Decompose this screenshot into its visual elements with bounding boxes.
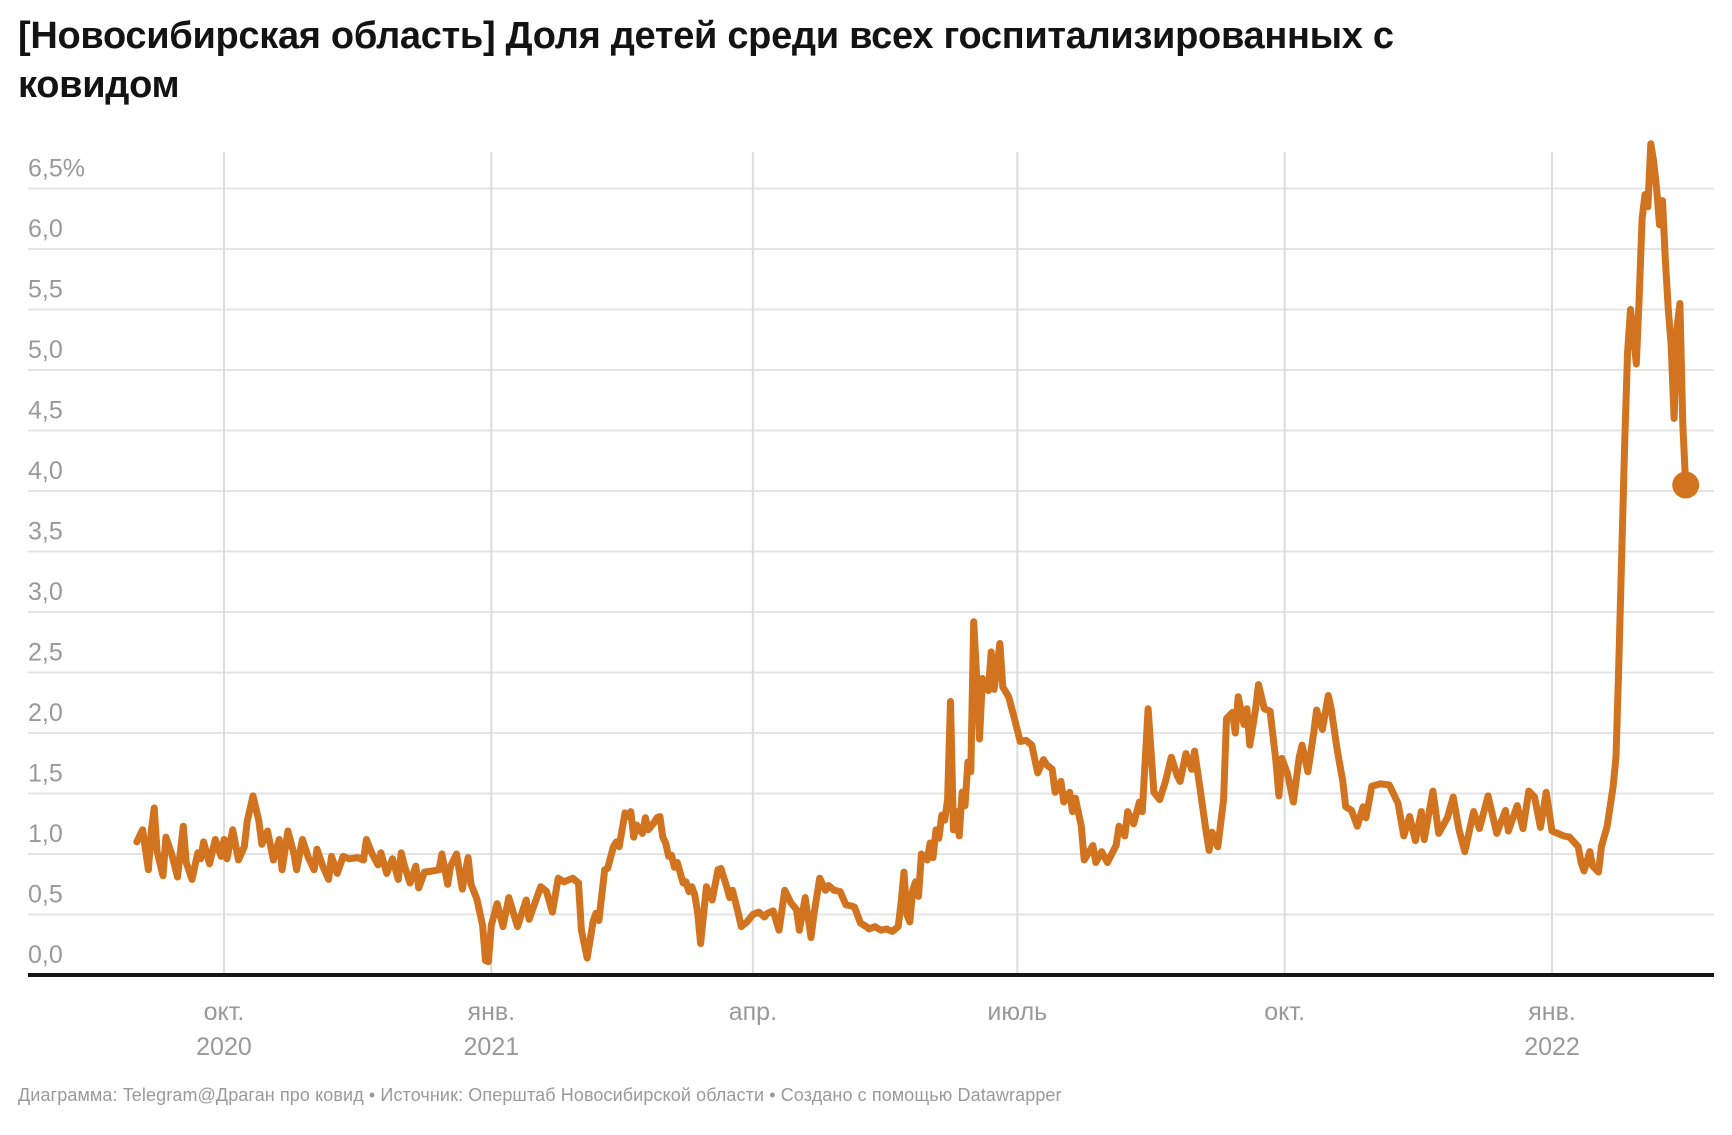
y-axis-tick-label: 4,0 [28,457,63,485]
y-axis-tick-label: 0,5 [28,881,63,909]
y-axis-tick-label: 1,5 [28,760,63,788]
x-axis-year-label: 2021 [464,1033,520,1061]
chart-footer: Диаграмма: Telegram@Драган про ковид • И… [18,1085,1062,1105]
tick-labels: 0,0 0,5 1,0 1,5 2,0 2,5 3,0 3,5 4,0 4,5 5,0 5,5 6,0 6… [28,155,1580,1062]
chart-title: [Новосибирская область] Доля детей среди… [18,15,1394,106]
y-axis-tick-label: 0,0 [28,941,63,969]
y-axis-tick-label: 2,5 [28,639,63,667]
series-line [133,140,1690,966]
y-axis-tick-label: 2,0 [28,699,63,727]
y-axis-tick-label: 4,5 [28,397,63,425]
x-axis-year-label: 2020 [196,1033,252,1061]
series [133,140,1700,966]
gridlines [28,152,1714,975]
x-axis-month-label: янв. [468,998,516,1026]
x-axis-month-label: янв. [1528,998,1576,1026]
y-axis-tick-label: 3,0 [28,578,63,606]
y-axis-tick-label: 1,0 [28,820,63,848]
y-axis-tick-label: 6,5% [28,155,85,183]
series-end-dot [1672,471,1700,499]
x-axis-month-label: апр. [729,998,777,1026]
x-axis-month-label: окт. [1264,998,1305,1026]
x-axis-year-label: 2022 [1524,1033,1580,1061]
x-axis-month-label: июль [987,998,1047,1026]
y-axis-tick-label: 3,5 [28,518,63,546]
y-axis-tick-label: 5,0 [28,336,63,364]
x-axis-month-label: окт. [204,998,245,1026]
y-axis-tick-label: 6,0 [28,215,63,243]
y-axis-tick-label: 5,5 [28,276,63,304]
